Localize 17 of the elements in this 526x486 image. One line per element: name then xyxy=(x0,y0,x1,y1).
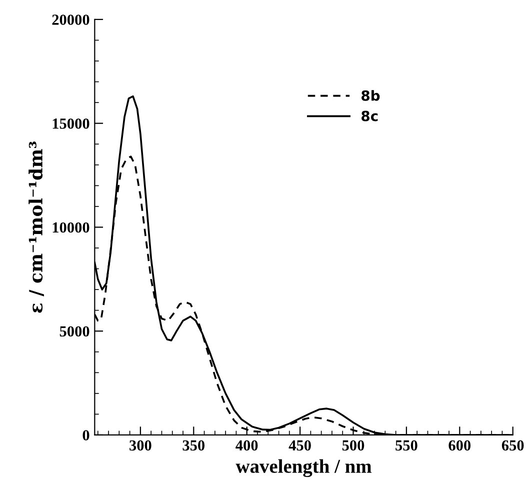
x-tick-label: 350 xyxy=(182,440,205,451)
x-tick-label: 300 xyxy=(130,440,152,451)
x-tick-label: 650 xyxy=(502,440,524,451)
x-tick-label: 450 xyxy=(288,440,311,451)
y-tick-label: 5000 xyxy=(60,326,90,337)
y-tick-label: 10000 xyxy=(52,222,90,233)
x-tick-label: 400 xyxy=(236,440,258,451)
legend-label: 8c xyxy=(362,110,378,122)
x-axis-title: wavelength / nm xyxy=(236,459,372,478)
x-tick-label: 500 xyxy=(342,440,364,451)
legend-label: 8b xyxy=(362,90,380,101)
y-tick-label: 0 xyxy=(82,430,90,440)
x-tick-label: 550 xyxy=(396,440,418,451)
y-tick-label: 15000 xyxy=(52,118,90,129)
x-tick-label: 600 xyxy=(448,440,471,451)
y-axis-title: ε / cm⁻¹mol⁻¹dm³ xyxy=(28,142,44,313)
y-tick-label: 20000 xyxy=(52,14,90,25)
